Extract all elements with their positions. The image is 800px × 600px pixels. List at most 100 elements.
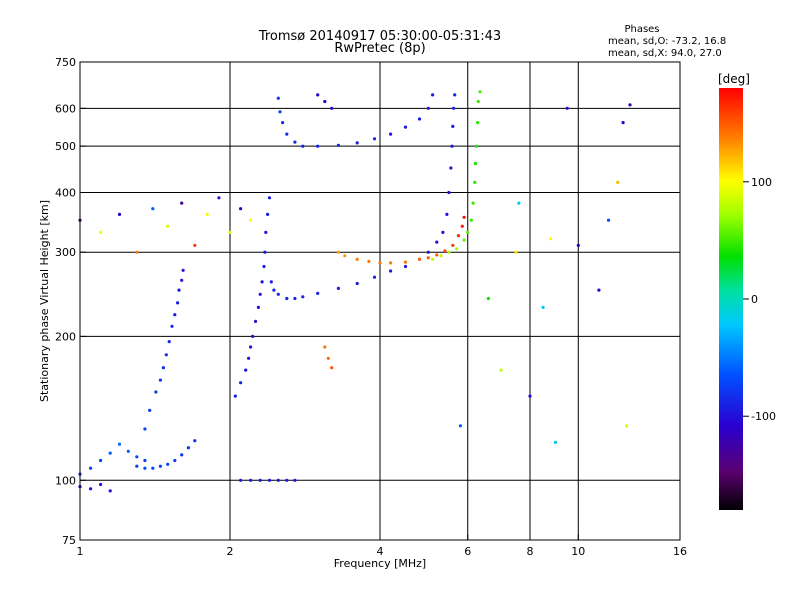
data-point — [267, 196, 272, 200]
data-point — [173, 313, 177, 317]
data-point — [281, 121, 285, 125]
data-point — [499, 368, 503, 372]
data-point — [553, 440, 558, 444]
data-point — [389, 132, 393, 136]
data-point — [117, 442, 122, 446]
data-point — [99, 458, 103, 463]
data-point — [597, 288, 601, 292]
data-point — [473, 180, 477, 184]
data-point — [426, 250, 430, 254]
data-point — [462, 238, 466, 242]
phases-x-stats: mean, sd,X: 94.0, 27.0 — [608, 48, 722, 59]
data-point — [244, 368, 248, 372]
data-point — [170, 324, 174, 328]
data-point — [466, 230, 470, 234]
data-point — [151, 466, 155, 470]
x-tick-label: 10 — [571, 545, 585, 558]
data-point — [269, 280, 273, 284]
data-point — [285, 132, 289, 136]
x-tick-label: 2 — [227, 545, 234, 558]
data-point — [239, 207, 243, 211]
data-point — [316, 93, 320, 97]
data-point — [447, 250, 451, 254]
y-tick-label: 600 — [55, 102, 76, 115]
data-point — [262, 264, 266, 269]
data-point — [249, 345, 253, 349]
data-point — [453, 93, 457, 97]
data-point — [143, 466, 147, 470]
data-point — [193, 243, 197, 247]
data-point — [249, 478, 253, 482]
data-point — [469, 218, 473, 222]
x-tick-label: 4 — [377, 545, 384, 558]
data-point — [323, 99, 327, 104]
data-point — [293, 478, 297, 482]
data-point — [431, 93, 435, 97]
data-point — [476, 121, 480, 125]
data-point — [264, 230, 268, 234]
data-point — [263, 250, 267, 254]
data-point — [181, 268, 185, 272]
phases-o-stats: mean, sd,O: -73.2, 16.8 — [608, 36, 726, 47]
data-point — [367, 259, 371, 263]
data-point — [135, 455, 139, 459]
data-point — [143, 427, 147, 431]
x-tick-label: 6 — [464, 545, 471, 558]
data-point — [89, 487, 93, 491]
data-point — [89, 466, 93, 470]
data-point — [193, 439, 197, 443]
data-point — [417, 117, 422, 121]
phases-heading: Phases — [624, 24, 659, 35]
data-point — [251, 334, 255, 338]
data-point — [164, 353, 168, 357]
data-point — [260, 280, 264, 284]
data-point — [549, 237, 553, 241]
data-point — [293, 140, 297, 144]
data-point — [256, 305, 260, 309]
y-tick-label: 500 — [55, 140, 76, 153]
data-point — [276, 96, 280, 100]
data-point — [445, 212, 449, 216]
data-point — [343, 254, 347, 258]
data-point — [285, 478, 289, 482]
data-point — [148, 408, 152, 412]
data-point — [355, 141, 359, 145]
data-points — [78, 90, 632, 493]
data-point — [276, 478, 280, 482]
data-point — [517, 201, 521, 205]
colorbar-tick-label: -100 — [751, 410, 776, 423]
data-point — [451, 243, 455, 247]
data-point — [166, 462, 170, 466]
data-point — [458, 424, 462, 428]
data-point — [253, 319, 258, 323]
data-point — [606, 218, 611, 222]
data-point — [166, 224, 170, 228]
data-point — [355, 257, 359, 261]
data-point — [431, 257, 435, 261]
data-point — [471, 201, 475, 205]
data-point — [462, 215, 466, 219]
data-point — [449, 166, 453, 170]
colorbar-tick-label: 100 — [751, 176, 772, 189]
data-point — [117, 212, 122, 216]
data-point — [426, 106, 430, 110]
data-point — [108, 451, 112, 455]
data-point — [228, 230, 232, 234]
data-point — [158, 378, 162, 382]
data-point — [378, 261, 382, 265]
data-point — [565, 106, 569, 110]
data-point — [316, 291, 320, 295]
chart-title: Tromsø 20140917 05:30:00-05:31:43 — [258, 29, 501, 44]
data-point — [450, 144, 454, 148]
data-point — [625, 424, 629, 428]
data-point — [372, 275, 377, 279]
data-point — [323, 345, 327, 349]
data-point — [180, 453, 184, 457]
data-point — [258, 478, 262, 482]
data-point — [177, 288, 181, 292]
data-point — [330, 366, 334, 370]
gridlines — [80, 62, 680, 540]
data-point — [528, 394, 532, 398]
data-point — [389, 269, 393, 273]
